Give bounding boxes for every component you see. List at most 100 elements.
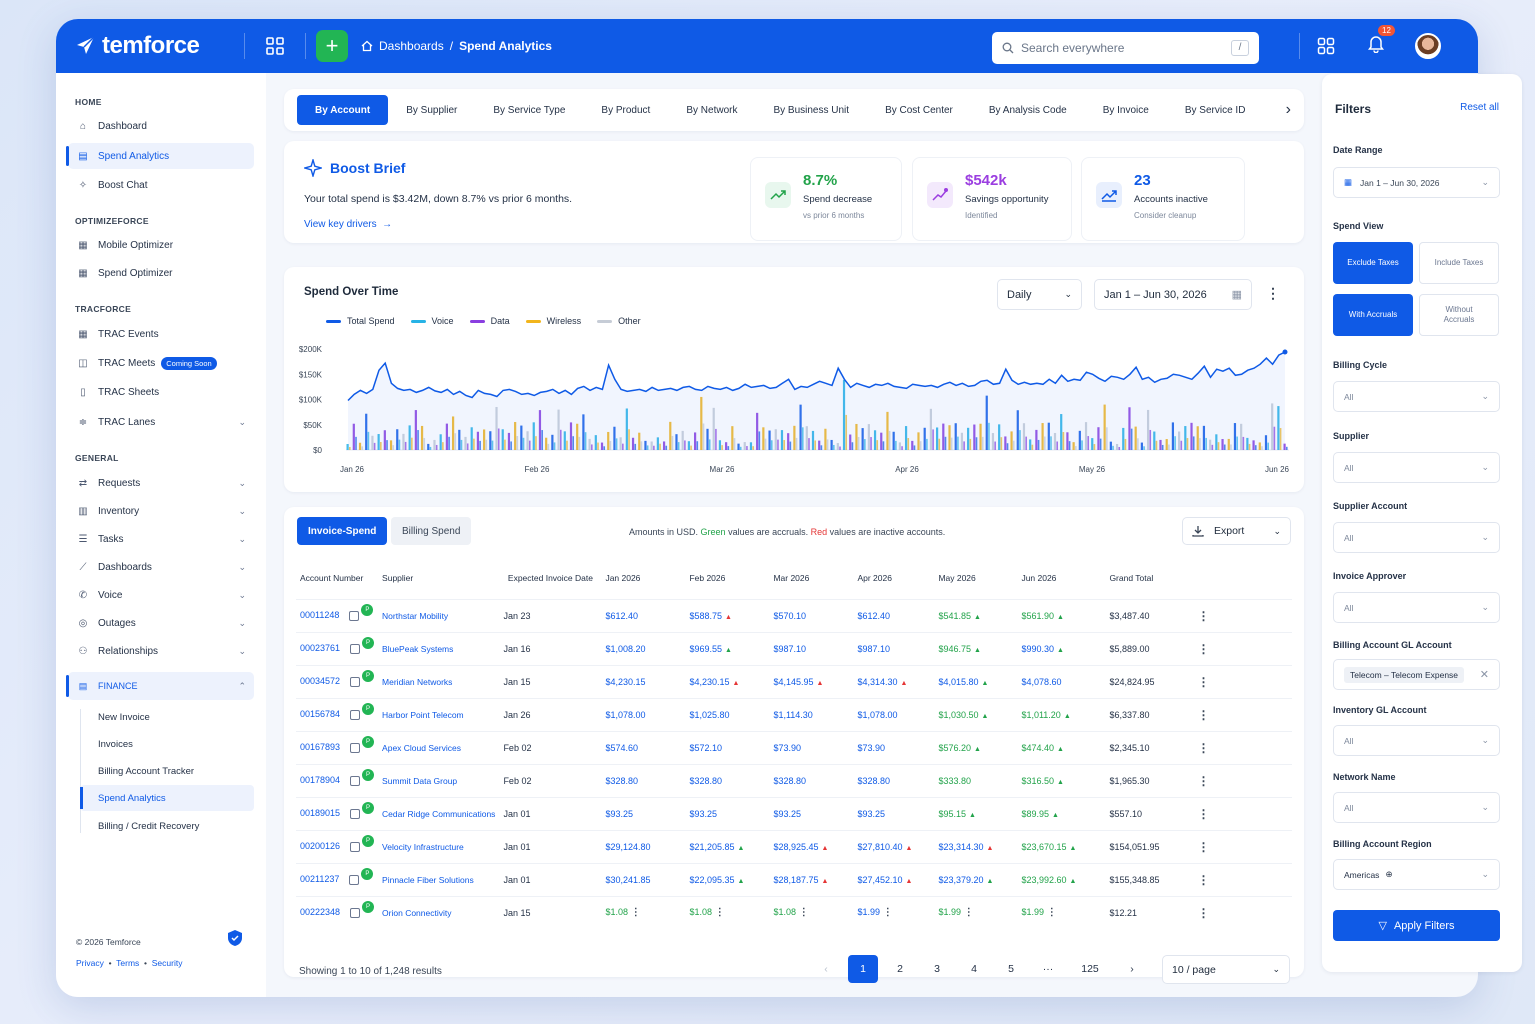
interval-select[interactable]: Daily ⌄ [997,279,1082,310]
supplier-cell[interactable]: Apex Cloud Services [378,730,500,764]
filter-invoice-approver[interactable]: All ⌄ [1333,592,1500,623]
without-accruals-toggle[interactable]: Without Accruals [1419,294,1499,336]
account-link[interactable]: 00167893 [300,742,341,753]
tab-by-service-id[interactable]: By Service ID [1184,104,1246,116]
row-menu-icon[interactable]: ⋮ [1193,829,1292,863]
month-cell[interactable]: $474.40 ▲ [1017,730,1106,764]
account-cell[interactable]: 00189015 P [296,796,379,830]
calendar-icon[interactable] [350,775,361,786]
supplier-cell[interactable]: Velocity Infrastructure [378,829,500,863]
column-header[interactable]: Apr 2026 [857,572,892,583]
month-cell[interactable]: $4,314.30 ▲ [853,664,935,698]
month-cell[interactable]: $570.10 [769,598,854,632]
month-cell[interactable]: $4,078.60 [1017,664,1106,698]
cell-menu-icon[interactable]: ⋮ [627,907,641,919]
stat-inactive[interactable]: 23 Accounts inactive Consider cleanup [1081,157,1245,241]
tab-by-cost-center[interactable]: By Cost Center [885,104,953,116]
month-cell[interactable]: $1.08 ⋮ [769,895,854,929]
page-button[interactable]: ··· [1042,963,1054,975]
security-link[interactable]: Security [151,958,183,968]
sidebar-subitem-spend-analytics[interactable]: Spend Analytics [80,785,254,811]
sidebar-item-spend-optimizer[interactable]: ▦ Spend Optimizer [68,260,254,286]
row-menu-icon[interactable]: ⋮ [1193,895,1292,929]
column-header[interactable]: May 2026 [938,572,976,583]
month-cell[interactable]: $328.80 [685,763,770,797]
month-cell[interactable]: $576.20 ▲ [934,730,1018,764]
legend-item[interactable]: Wireless [525,316,581,326]
supplier-cell[interactable]: Harbor Point Telecom [378,697,500,731]
month-cell[interactable]: $23,314.30 ▲ [934,829,1018,863]
sidebar-subitem-invoices[interactable]: Invoices [98,738,133,750]
month-cell[interactable]: $328.80 [769,763,854,797]
terms-link[interactable]: Terms [116,958,140,968]
add-button[interactable]: + [316,30,348,62]
calendar-icon[interactable] [350,808,361,819]
month-cell[interactable]: $1,011.20 ▲ [1017,697,1106,731]
month-cell[interactable]: $588.75 ▲ [685,598,770,632]
column-header[interactable]: Grand Total [1109,572,1154,583]
supplier-cell[interactable]: Meridian Networks [378,664,500,698]
privacy-link[interactable]: Privacy [76,958,104,968]
month-cell[interactable]: $28,925.45 ▲ [769,829,854,863]
page-button[interactable]: 1 [848,955,878,983]
calendar-icon[interactable] [349,610,360,621]
per-page-select[interactable]: 10 / page ⌄ [1162,955,1290,984]
search-input[interactable]: Search everywhere / [992,32,1259,64]
table-row[interactable]: 00211237 P Pinnacle Fiber Solutions Jan 01 $… [296,862,1292,896]
calendar-icon[interactable] [350,742,361,753]
month-cell[interactable]: $73.90 [769,730,854,764]
table-row[interactable]: 00023761 P BluePeak Systems Jan 16 $1,008.20… [296,631,1292,665]
month-cell[interactable]: $1.08 ⋮ [685,895,770,929]
legend-item[interactable]: Data [469,316,510,326]
stat-spend-decrease[interactable]: 8.7% Spend decrease vs prior 6 months [750,157,902,241]
month-cell[interactable]: $21,205.85 ▲ [685,829,770,863]
month-cell[interactable]: $541.85 ▲ [934,598,1018,632]
calendar-icon[interactable] [350,908,361,919]
month-cell[interactable]: $30,241.85 [601,862,686,896]
tab-by-invoice[interactable]: By Invoice [1102,104,1149,116]
breadcrumb-root[interactable]: Dashboards [379,39,444,53]
month-cell[interactable]: $328.80 [853,763,935,797]
month-cell[interactable]: $333.80 [934,763,1018,797]
legend-item[interactable]: Voice [410,316,454,326]
month-cell[interactable]: $27,810.40 ▲ [853,829,935,863]
sidebar-item-dashboards[interactable]: ⟋ Dashboards ⌄ [68,554,254,580]
sidebar-item-spend-analytics[interactable]: ▤ Spend Analytics [66,143,254,169]
tab-by-supplier[interactable]: By Supplier [406,104,458,116]
account-cell[interactable]: 00023761 P [296,631,379,665]
home-icon[interactable] [361,40,373,52]
month-cell[interactable]: $1,008.20 [601,631,686,665]
month-cell[interactable]: $22,095.35 ▲ [685,862,770,896]
tab-by-analysis-code[interactable]: By Analysis Code [988,104,1067,116]
sidebar-item-requests[interactable]: ⇄ Requests ⌄ [68,470,254,496]
month-cell[interactable]: $23,992.60 ▲ [1017,862,1106,896]
page-button[interactable]: 4 [971,963,977,975]
avatar[interactable] [1415,33,1441,59]
account-cell[interactable]: 00167893 P [296,730,379,764]
month-cell[interactable]: $93.25 [769,796,854,830]
month-cell[interactable]: $4,015.80 ▲ [934,664,1018,698]
cell-menu-icon[interactable]: ⋮ [1043,907,1057,919]
sidebar-item-voice[interactable]: ✆ Voice ⌄ [68,582,254,608]
sidebar-item-tasks[interactable]: ☰ Tasks ⌄ [68,526,254,552]
include-taxes-toggle[interactable]: Include Taxes [1419,242,1499,284]
tab-by-account[interactable]: By Account [297,95,389,125]
sidebar-item-boost-chat[interactable]: ✧ Boost Chat [68,172,254,198]
sidebar-item-relationships[interactable]: ⚇ Relationships ⌄ [68,638,254,664]
month-cell[interactable]: $316.50 ▲ [1017,763,1106,797]
reset-all-link[interactable]: Reset all [1460,102,1499,113]
month-cell[interactable]: $1,025.80 [685,697,770,731]
tab-by-product[interactable]: By Product [601,104,651,116]
row-menu-icon[interactable]: ⋮ [1193,631,1292,665]
column-header[interactable]: Jun 2026 [1021,572,1057,583]
table-row[interactable]: 00034572 P Meridian Networks Jan 15 $4,230.1… [296,664,1292,698]
sidebar-item-mobile-optimizer[interactable]: ▦ Mobile Optimizer [68,232,254,258]
table-row[interactable]: 00200126 P Velocity Infrastructure Jan 01 $2… [296,829,1292,863]
account-cell[interactable]: 00011248 P [296,598,379,632]
month-cell[interactable]: $612.40 [853,598,935,632]
filter-billing-cycle[interactable]: All ⌄ [1333,381,1500,412]
column-header[interactable]: Jan 2026 [605,572,641,583]
account-link[interactable]: 00222348 [300,907,341,918]
account-link[interactable]: 00011248 [300,610,340,621]
account-link[interactable]: 00189015 [300,808,341,819]
